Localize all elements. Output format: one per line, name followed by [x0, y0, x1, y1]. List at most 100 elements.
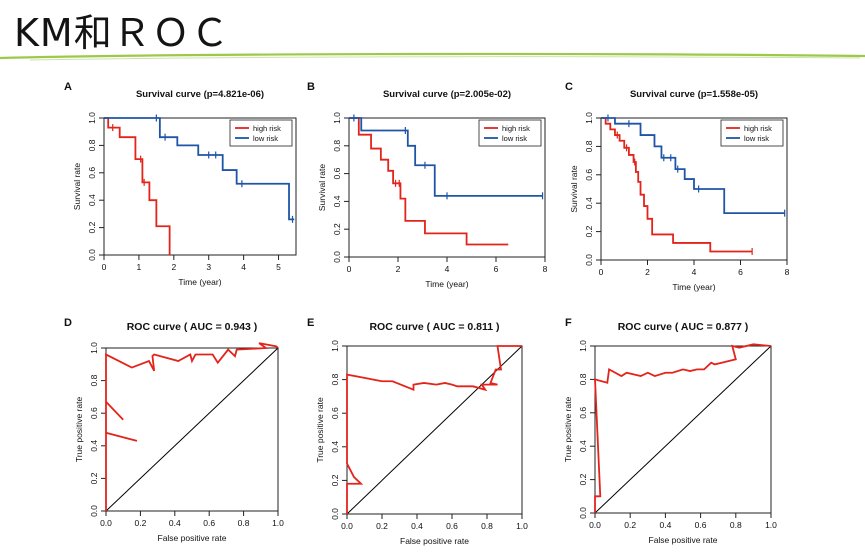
survival-curve-high-risk — [349, 117, 509, 246]
chart-title: ROC curve ( AUC = 0.811 ) — [369, 321, 499, 333]
roc-curve — [594, 343, 772, 513]
survival-curve-low-risk — [104, 117, 295, 221]
x-tick-label: 0 — [347, 264, 352, 274]
chart-svg-b: B Survival curve (p=2.005e-02) 0 2 4 6 8 0.0 0.2… — [307, 81, 548, 289]
x-axis-label: False positive rate — [400, 536, 469, 546]
x-tick-label: 2 — [171, 262, 176, 272]
y-tick-label: 0.8 — [578, 373, 588, 385]
x-axis-label: Time (year) — [178, 277, 221, 287]
y-tick-label: 1.0 — [332, 112, 342, 124]
y-tick-label: 0.8 — [332, 140, 342, 152]
y-tick-label: 0.0 — [87, 249, 97, 261]
legend-entry: high risk — [744, 124, 772, 133]
y-tick-label: 0.4 — [578, 440, 588, 452]
y-tick-label: 0.4 — [87, 194, 97, 206]
x-tick-label: 2 — [645, 267, 650, 277]
x-tick-label: 0.4 — [659, 520, 671, 530]
x-tick-label: 0.2 — [376, 521, 388, 531]
y-tick-label: 0.2 — [87, 221, 97, 233]
x-tick-label: 8 — [785, 267, 790, 277]
legend-box — [720, 119, 784, 147]
x-tick-label: 5 — [276, 262, 281, 272]
y-tick-label: 0.0 — [89, 505, 99, 517]
y-axis-label: True positive rate — [315, 397, 325, 463]
x-tick-label: 1.0 — [272, 518, 284, 528]
x-tick-label: 0.0 — [341, 521, 353, 531]
x-tick-label: 0 — [102, 262, 107, 272]
x-tick-label: 4 — [241, 262, 246, 272]
plot-frame — [594, 345, 772, 514]
legend-entry: low risk — [502, 134, 527, 143]
x-tick-label: 8 — [543, 264, 548, 274]
y-tick-label: 0.6 — [87, 167, 97, 179]
legend-box — [229, 119, 293, 147]
y-tick-label: 0.8 — [584, 140, 594, 152]
y-tick-label: 0.6 — [89, 407, 99, 419]
y-tick-label: 0.6 — [578, 407, 588, 419]
chart-title: Survival curve (p=2.005e-02) — [383, 89, 511, 100]
x-tick-label: 0.0 — [100, 518, 112, 528]
x-axis-label: False positive rate — [649, 535, 718, 545]
roc-panel-e: E ROC curve ( AUC = 0.811 ) 0.0 0.2 0.4 0.6 0.… — [305, 312, 545, 558]
chart-title: Survival curve (p=1.558e-05) — [630, 89, 758, 100]
x-axis-label: Time (year) — [672, 282, 715, 292]
chart-svg-e: E ROC curve ( AUC = 0.811 ) 0.0 0.2 0.4 0.6 0.… — [307, 317, 528, 546]
x-tick-label: 0 — [599, 267, 604, 277]
panel-letter: A — [64, 81, 72, 93]
y-tick-label: 0.4 — [89, 440, 99, 452]
panel-letter: E — [307, 317, 314, 329]
legend-entry: high risk — [502, 124, 530, 133]
y-tick-label: 1.0 — [89, 342, 99, 354]
y-tick-label: 1.0 — [578, 340, 588, 352]
chart-svg-f: F ROC curve ( AUC = 0.877 ) 0.0 0.2 0.4 0.6 0.… — [563, 317, 777, 545]
roc-panel-d: D ROC curve ( AUC = 0.943 ) 0.0 0.2 0.4 0.6 0.… — [62, 312, 302, 558]
panel-letter: D — [64, 317, 72, 329]
km-panel-c: C Survival curve (p=1.558e-05) 0 2 4 6 8 0.0 0.2… — [563, 76, 803, 308]
y-axis-label: Survival rate — [72, 163, 82, 211]
legend-entry: high risk — [253, 124, 281, 133]
y-tick-label: 1.0 — [584, 112, 594, 124]
panel-letter: B — [307, 81, 315, 93]
y-tick-label: 1.0 — [87, 112, 97, 124]
chart-svg-c: C Survival curve (p=1.558e-05) 0 2 4 6 8 0.0 0.2… — [565, 81, 790, 292]
panel-letter: C — [565, 81, 573, 93]
x-tick-label: 6 — [494, 264, 499, 274]
y-tick-label: 0.8 — [87, 139, 97, 151]
x-tick-label: 1.0 — [765, 520, 777, 530]
y-tick-label: 1.0 — [330, 340, 340, 352]
y-tick-label: 0.2 — [578, 473, 588, 485]
y-axis-label: Survival rate — [317, 164, 327, 212]
x-tick-label: 6 — [738, 267, 743, 277]
y-tick-label: 0.2 — [89, 472, 99, 484]
y-axis-label: True positive rate — [563, 397, 573, 463]
x-axis-label: False positive rate — [158, 533, 227, 543]
title-divider-stroke — [0, 52, 865, 60]
survival-curve-low-risk — [349, 117, 543, 197]
x-tick-label: 1 — [137, 262, 142, 272]
x-tick-label: 0.2 — [134, 518, 146, 528]
km-panel-b: B Survival curve (p=2.005e-02) 0 2 4 6 8 0.0 0.2… — [305, 76, 560, 308]
diagonal-reference-line — [346, 345, 523, 515]
y-tick-label: 0.8 — [89, 374, 99, 386]
survival-curve-high-risk — [601, 117, 753, 253]
x-tick-label: 0.4 — [411, 521, 423, 531]
y-tick-label: 0.4 — [330, 441, 340, 453]
km-panel-a: A Survival curve (p=4.821e-06) 0 1 2 3 4 5 0.0 0.… — [62, 76, 312, 308]
x-tick-label: 3 — [206, 262, 211, 272]
y-tick-label: 0.2 — [584, 225, 594, 237]
y-tick-label: 0.6 — [330, 407, 340, 419]
x-tick-label: 0.6 — [446, 521, 458, 531]
y-tick-label: 0.0 — [584, 254, 594, 266]
y-tick-label: 0.0 — [578, 507, 588, 519]
legend-box — [478, 119, 542, 147]
x-tick-label: 0.8 — [238, 518, 250, 528]
x-tick-label: 0.4 — [169, 518, 181, 528]
roc-panel-f: F ROC curve ( AUC = 0.877 ) 0.0 0.2 0.4 0.6 0.… — [563, 312, 803, 558]
y-tick-label: 0.6 — [332, 167, 342, 179]
y-axis-label: Survival rate — [569, 165, 579, 213]
x-tick-label: 0.6 — [695, 520, 707, 530]
y-tick-label: 0.2 — [330, 474, 340, 486]
